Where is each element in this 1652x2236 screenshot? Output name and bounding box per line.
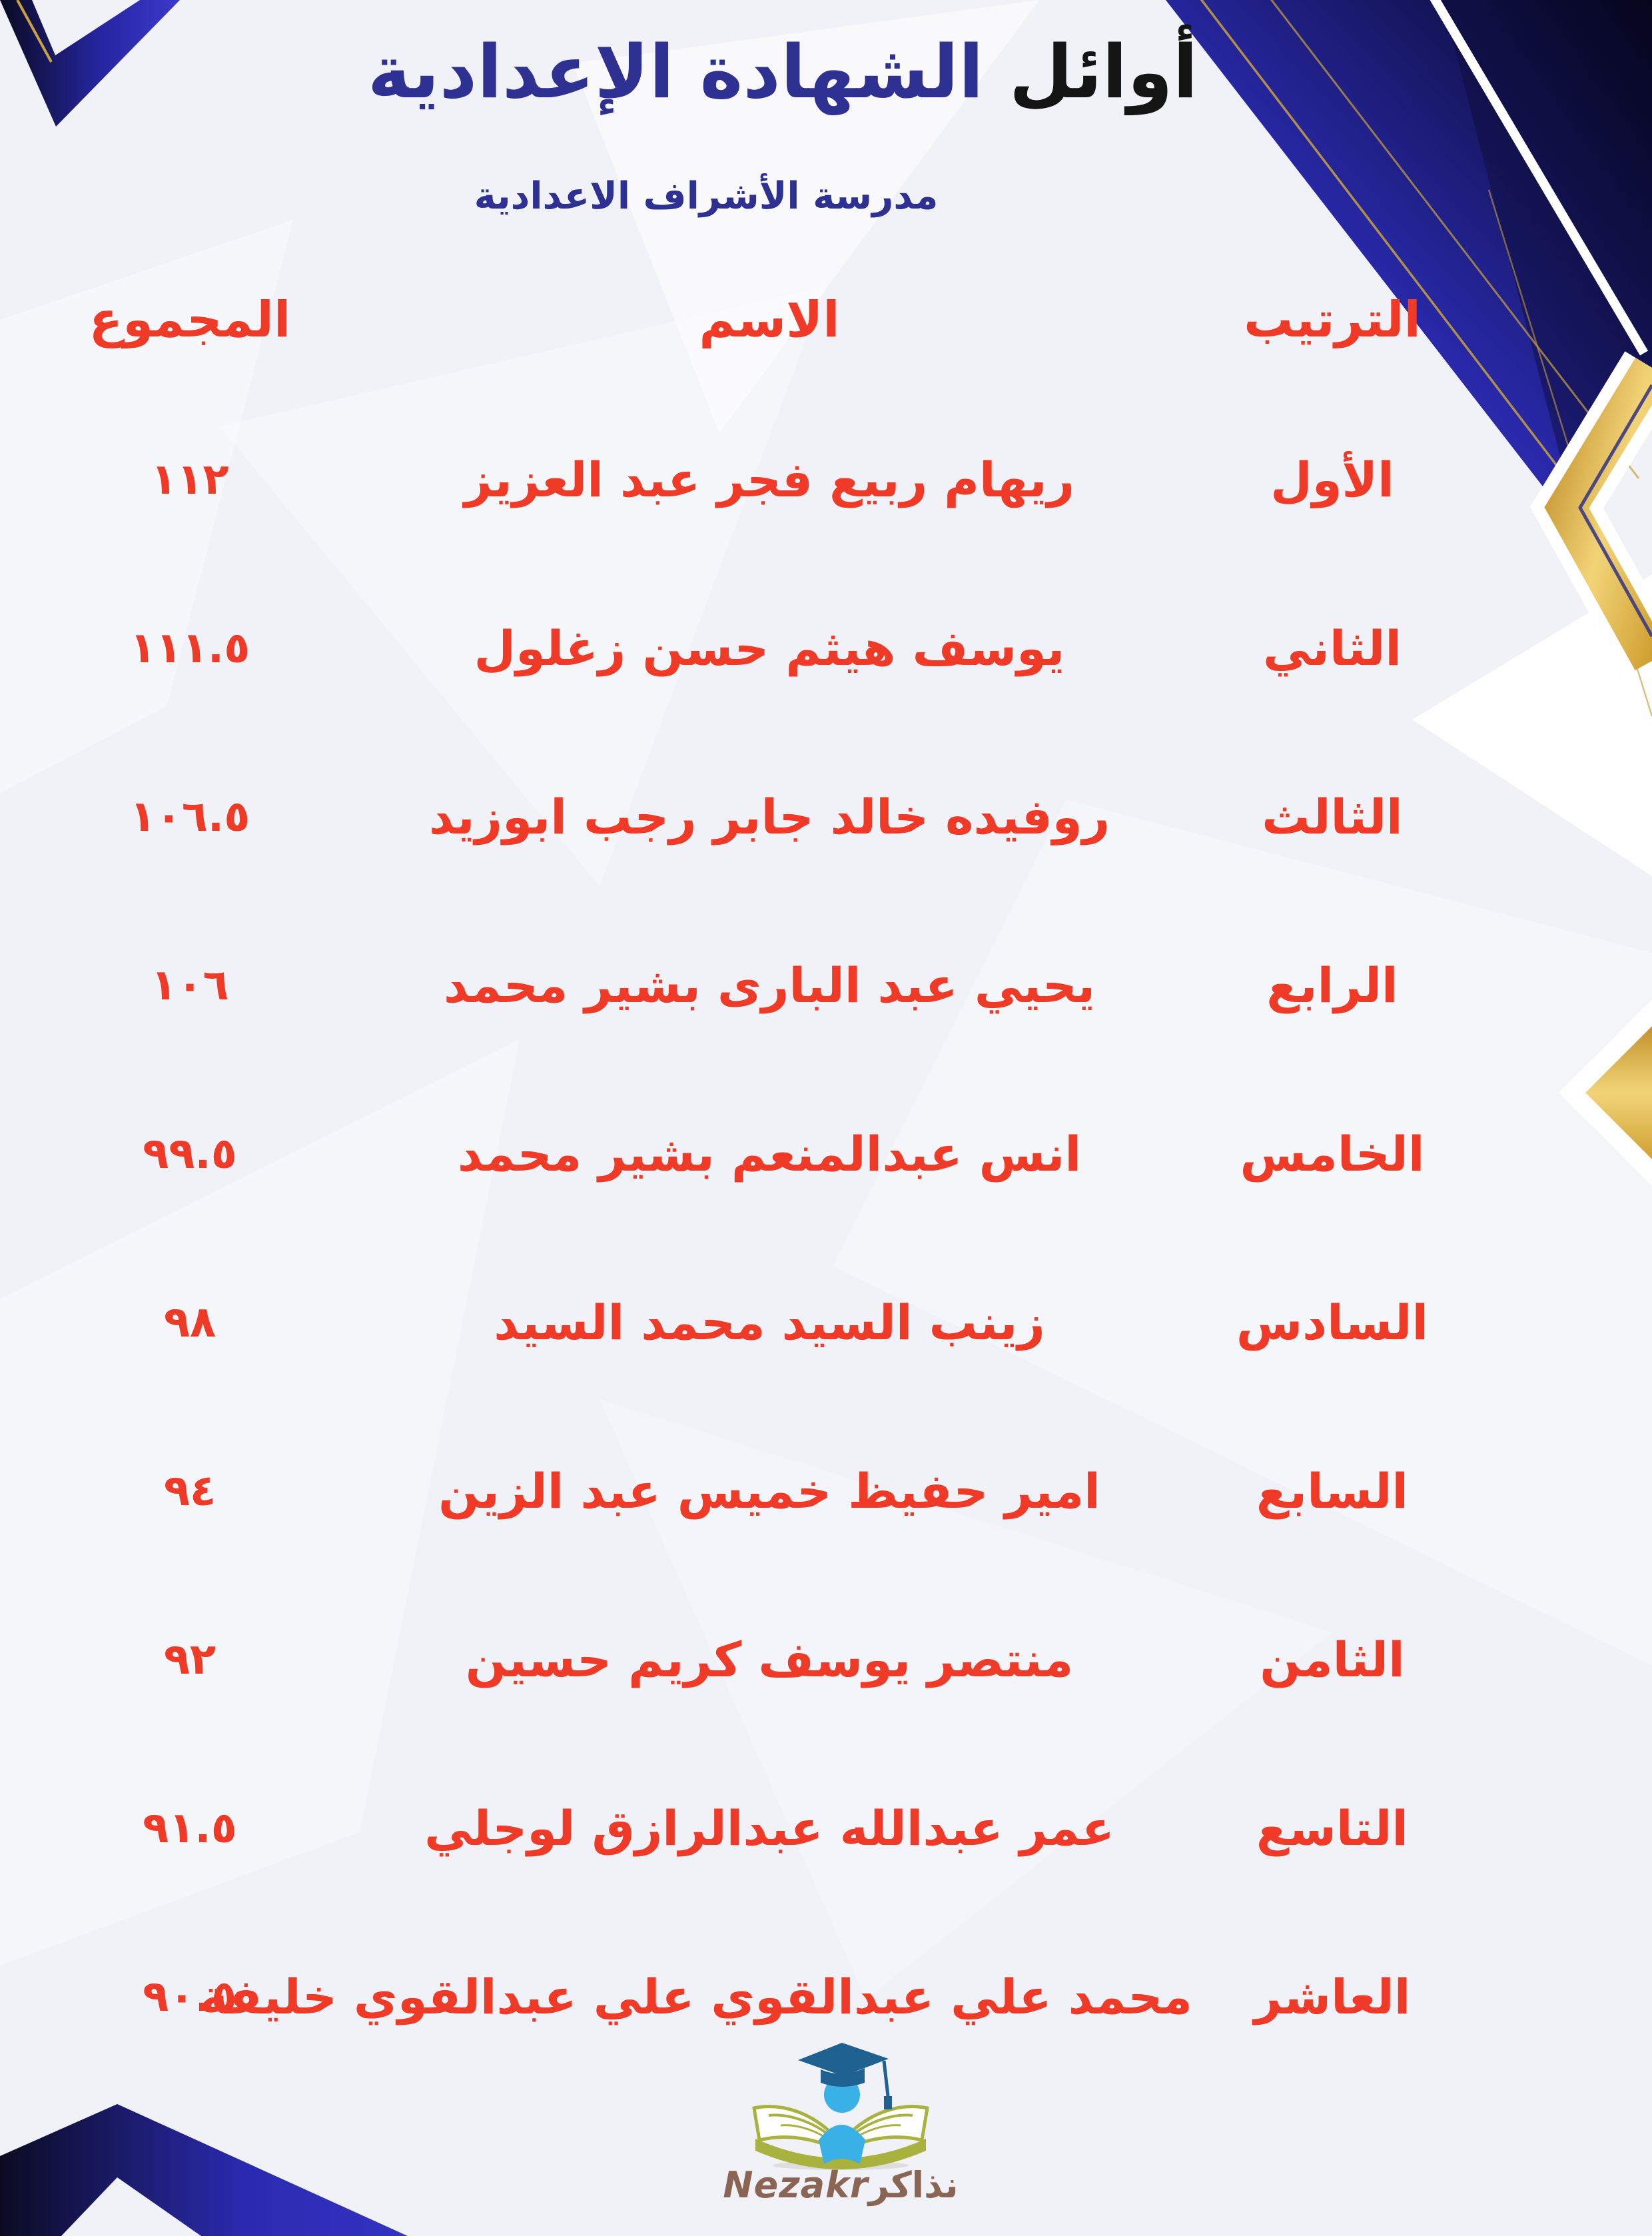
name-cell: منتصر يوسف كريم حسين: [465, 1632, 1074, 1688]
table-row: الثاني يوسف هيثم حسن زغلول ١١١.٥: [0, 595, 1652, 702]
rank-cell: الثالث: [1262, 789, 1403, 845]
table-row: الرابع يحيي عبد البارى بشير محمد ١٠٦: [0, 932, 1652, 1039]
bottom-left-chevron-decoration: [0, 2104, 408, 2236]
student-icon: [819, 2077, 865, 2164]
table-row: العاشر محمد علي عبدالقوي علي عبدالقوي خل…: [0, 1944, 1652, 2050]
column-header-rank: الترتيب: [1244, 291, 1421, 348]
table-header-row: الترتيب الاسم المجموع: [0, 267, 1652, 373]
column-header-name: الاسم: [699, 291, 840, 348]
rank-cell: الرابع: [1266, 957, 1398, 1013]
column-header-total: المجموع: [89, 291, 291, 348]
total-cell: ٩٨: [163, 1298, 216, 1347]
name-cell: يوسف هيثم حسن زغلول: [474, 620, 1065, 676]
name-cell: محمد علي عبدالقوي علي عبدالقوي خليفة: [199, 1969, 1192, 2025]
table-row: الأول ريهام ربيع فجر عبد العزيز ١١٢: [0, 426, 1652, 533]
logo-text-arabic: نذاكر: [868, 2164, 959, 2206]
name-cell: روفيده خالد جابر رجب ابوزيد: [429, 789, 1110, 845]
school-name: مدرسة الأشراف الاعدادية: [474, 175, 939, 218]
nezakr-logo: [752, 2043, 929, 2170]
logo-text: Nezakrنذاكر: [0, 2164, 1652, 2206]
table-row: السادس زينب السيد محمد السيد ٩٨: [0, 1269, 1652, 1376]
gold-chevron-decoration: [1530, 351, 1652, 677]
total-cell: ٩٩.٥: [143, 1129, 237, 1179]
table-row: الخامس انس عبدالمنعم بشير محمد ٩٩.٥: [0, 1101, 1652, 1207]
name-cell: يحيي عبد البارى بشير محمد: [444, 957, 1095, 1013]
name-cell: زينب السيد محمد السيد: [494, 1295, 1045, 1351]
total-cell: ٩٠.٥: [143, 1972, 237, 2021]
name-cell: انس عبدالمنعم بشير محمد: [457, 1126, 1082, 1182]
rank-cell: التاسع: [1256, 1800, 1409, 1856]
page-title-primary: أوائل: [1009, 29, 1198, 115]
rank-cell: السادس: [1236, 1295, 1429, 1351]
total-cell: ١١٢: [151, 455, 229, 504]
name-cell: امير حفيظ خميس عبد الزين: [438, 1463, 1100, 1519]
background-facets: [1412, 574, 1652, 876]
total-cell: ١٠٦.٥: [129, 792, 250, 841]
total-cell: ١١١.٥: [129, 624, 250, 673]
rank-cell: الخامس: [1240, 1126, 1425, 1182]
total-cell: ٩١.٥: [143, 1804, 237, 1853]
graduation-cap-icon: [798, 2043, 892, 2109]
name-cell: عمر عبدالله عبدالرازق لوجلي: [424, 1800, 1114, 1856]
name-cell: ريهام ربيع فجر عبد العزيز: [464, 452, 1075, 508]
top-left-chevron-decoration: [0, 0, 180, 127]
table-row: الثالث روفيده خالد جابر رجب ابوزيد ١٠٦.٥: [0, 764, 1652, 870]
rank-cell: السابع: [1256, 1463, 1409, 1519]
rank-cell: الثامن: [1260, 1632, 1405, 1688]
rank-cell: الأول: [1270, 452, 1394, 508]
table-row: التاسع عمر عبدالله عبدالرازق لوجلي ٩١.٥: [0, 1775, 1652, 1882]
page-title: أوائل الشهادة الإعدادية: [0, 17, 1652, 127]
total-cell: ١٠٦: [151, 961, 229, 1010]
rank-cell: الثاني: [1262, 620, 1402, 676]
total-cell: ٩٢: [163, 1635, 216, 1684]
total-cell: ٩٤: [163, 1466, 216, 1516]
top-right-triangle-decoration: [1166, 0, 1652, 717]
rank-cell: العاشر: [1254, 1969, 1411, 2025]
table-row: السابع امير حفيظ خميس عبد الزين ٩٤: [0, 1438, 1652, 1544]
page-title-secondary: الشهادة الإعدادية: [367, 29, 984, 115]
table-row: الثامن منتصر يوسف كريم حسين ٩٢: [0, 1606, 1652, 1713]
logo-text-latin: Nezakr: [723, 2164, 869, 2206]
